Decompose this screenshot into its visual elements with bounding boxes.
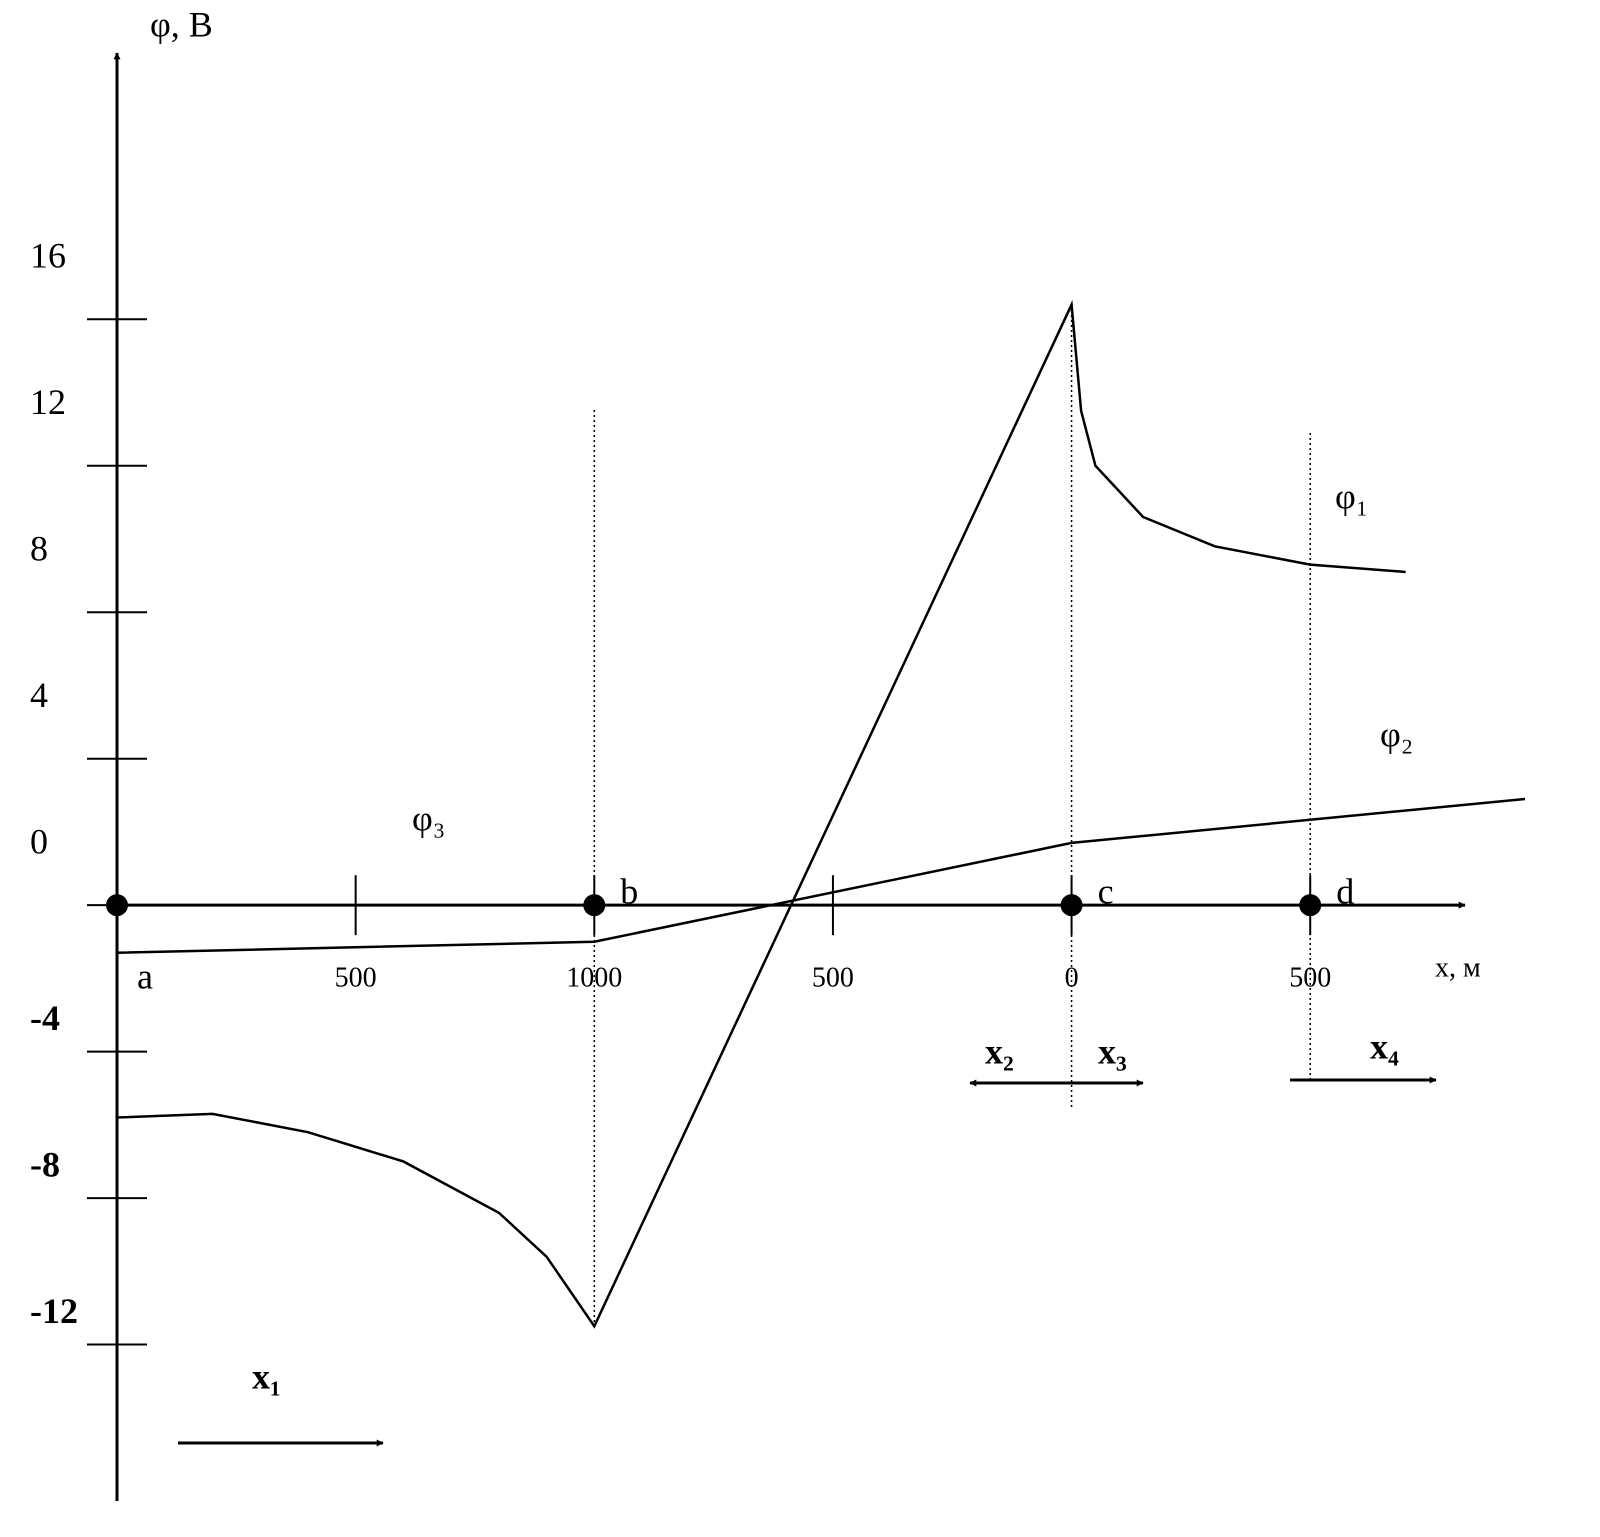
point-label: d — [1336, 871, 1354, 911]
y-tick-label: -12 — [30, 1291, 78, 1331]
x-tick-label: 1000 — [566, 963, 622, 994]
x-axis-label: х, м — [1435, 952, 1481, 983]
y-tick-label: 0 — [30, 821, 48, 861]
direction-label: x₁ — [252, 1356, 281, 1396]
point — [583, 894, 606, 917]
series-line — [116, 797, 1526, 955]
x-tick-label: 0 — [1065, 963, 1079, 994]
direction-label: x₄ — [1370, 1026, 1399, 1066]
series-line — [116, 299, 1406, 1329]
x-tick-label: 500 — [812, 963, 854, 994]
y-tick-label: 16 — [30, 236, 66, 276]
point — [1060, 894, 1083, 917]
y-tick-label: -8 — [30, 1144, 60, 1184]
annotation: φ₃ — [412, 798, 445, 838]
direction-label: x₃ — [1098, 1031, 1127, 1071]
point-label: b — [620, 871, 638, 911]
point — [1299, 894, 1322, 917]
y-tick-label: 8 — [30, 528, 48, 568]
y-tick-label: -4 — [30, 998, 60, 1038]
direction-label: x₂ — [985, 1031, 1014, 1071]
x-tick-label: 500 — [335, 963, 377, 994]
series-label: φ₂ — [1380, 714, 1413, 754]
series-label: φ₁ — [1335, 476, 1368, 516]
y-axis-label: φ, В — [150, 4, 213, 44]
y-tick-label: 12 — [30, 382, 66, 422]
point-label: a — [137, 956, 153, 996]
y-tick-label: 4 — [30, 675, 48, 715]
point — [106, 894, 128, 917]
point-label: c — [1098, 871, 1114, 911]
